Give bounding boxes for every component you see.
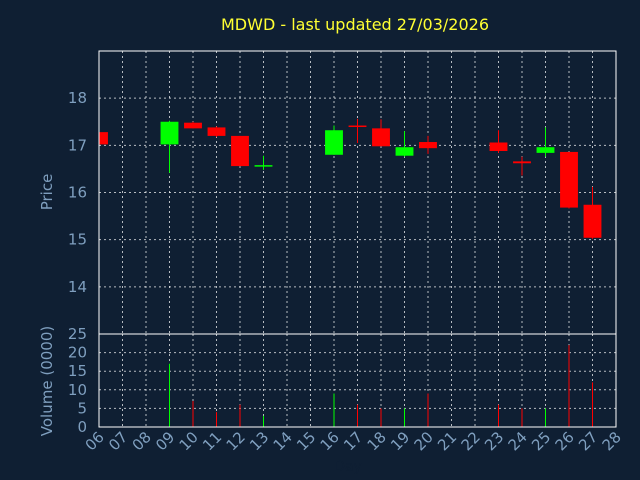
candle-body bbox=[560, 151, 578, 208]
candle-body bbox=[419, 142, 437, 149]
price-tick-label: 14 bbox=[68, 278, 87, 296]
x-tick-label: 08 bbox=[129, 428, 155, 454]
x-tick-label: 21 bbox=[434, 428, 460, 454]
x-tick-label: 24 bbox=[505, 428, 531, 454]
candle-body bbox=[231, 135, 249, 167]
candle-body bbox=[489, 142, 508, 151]
x-tick-label: 13 bbox=[246, 428, 272, 454]
volume-tick-label: 0 bbox=[77, 418, 87, 436]
price-y-ticks: 14 15 16 17 18 bbox=[68, 89, 87, 296]
x-tick-labels: 0607080910111213141516171819202122232425… bbox=[82, 428, 625, 454]
volume-tick-label: 25 bbox=[68, 325, 87, 343]
price-axis-label: Price bbox=[38, 174, 56, 211]
x-tick-label: 18 bbox=[364, 428, 390, 454]
candle-body bbox=[184, 122, 202, 129]
x-tick-label: 10 bbox=[176, 428, 202, 454]
volume-tick-label: 15 bbox=[68, 362, 87, 380]
candle-body bbox=[160, 121, 179, 145]
x-tick-label: 20 bbox=[411, 428, 437, 454]
candle-body bbox=[254, 165, 273, 167]
volume-tick-label: 5 bbox=[77, 399, 87, 417]
candle-body bbox=[583, 204, 602, 238]
x-tick-label: 12 bbox=[223, 428, 249, 454]
price-tick-label: 17 bbox=[68, 136, 87, 154]
volume-axis-label: Volume (0000) bbox=[38, 326, 56, 436]
chart-title: MDWD - last updated 27/03/2026 bbox=[221, 15, 489, 34]
candle-body bbox=[207, 127, 226, 136]
price-tick-label: 18 bbox=[68, 89, 87, 107]
x-tick-label: 15 bbox=[293, 428, 319, 454]
candle-body bbox=[372, 128, 390, 147]
candle-body bbox=[513, 161, 531, 164]
x-tick-label: 11 bbox=[199, 428, 225, 454]
candle-body bbox=[536, 147, 555, 153]
x-tick-label: 14 bbox=[270, 428, 296, 454]
x-tick-label: 25 bbox=[528, 428, 554, 454]
x-tick-label: 22 bbox=[458, 428, 484, 454]
price-tick-label: 16 bbox=[68, 184, 87, 202]
x-tick-label: 17 bbox=[340, 428, 366, 454]
x-tick-label: 09 bbox=[152, 428, 178, 454]
x-tick-label: 23 bbox=[481, 428, 507, 454]
x-tick-label: 28 bbox=[599, 428, 625, 454]
volume-panel-frame bbox=[98, 333, 617, 428]
candle-body bbox=[348, 125, 367, 128]
x-tick-label: 07 bbox=[105, 428, 131, 454]
volume-bars bbox=[169, 345, 593, 427]
candle-body bbox=[325, 130, 343, 155]
volume-tick-label: 20 bbox=[68, 344, 87, 362]
price-tick-label: 15 bbox=[68, 231, 87, 249]
volume-tick-label: 10 bbox=[68, 381, 87, 399]
x-tick-label: 26 bbox=[552, 428, 578, 454]
candle-body bbox=[99, 132, 108, 145]
x-tick-label: 19 bbox=[387, 428, 413, 454]
candle-body bbox=[395, 147, 414, 156]
candles bbox=[98, 118, 602, 239]
x-tick-label: 27 bbox=[575, 428, 601, 454]
price-grid bbox=[99, 51, 616, 334]
x-tick-label: 16 bbox=[317, 428, 343, 454]
x-axis-label: Day bbox=[334, 459, 362, 475]
